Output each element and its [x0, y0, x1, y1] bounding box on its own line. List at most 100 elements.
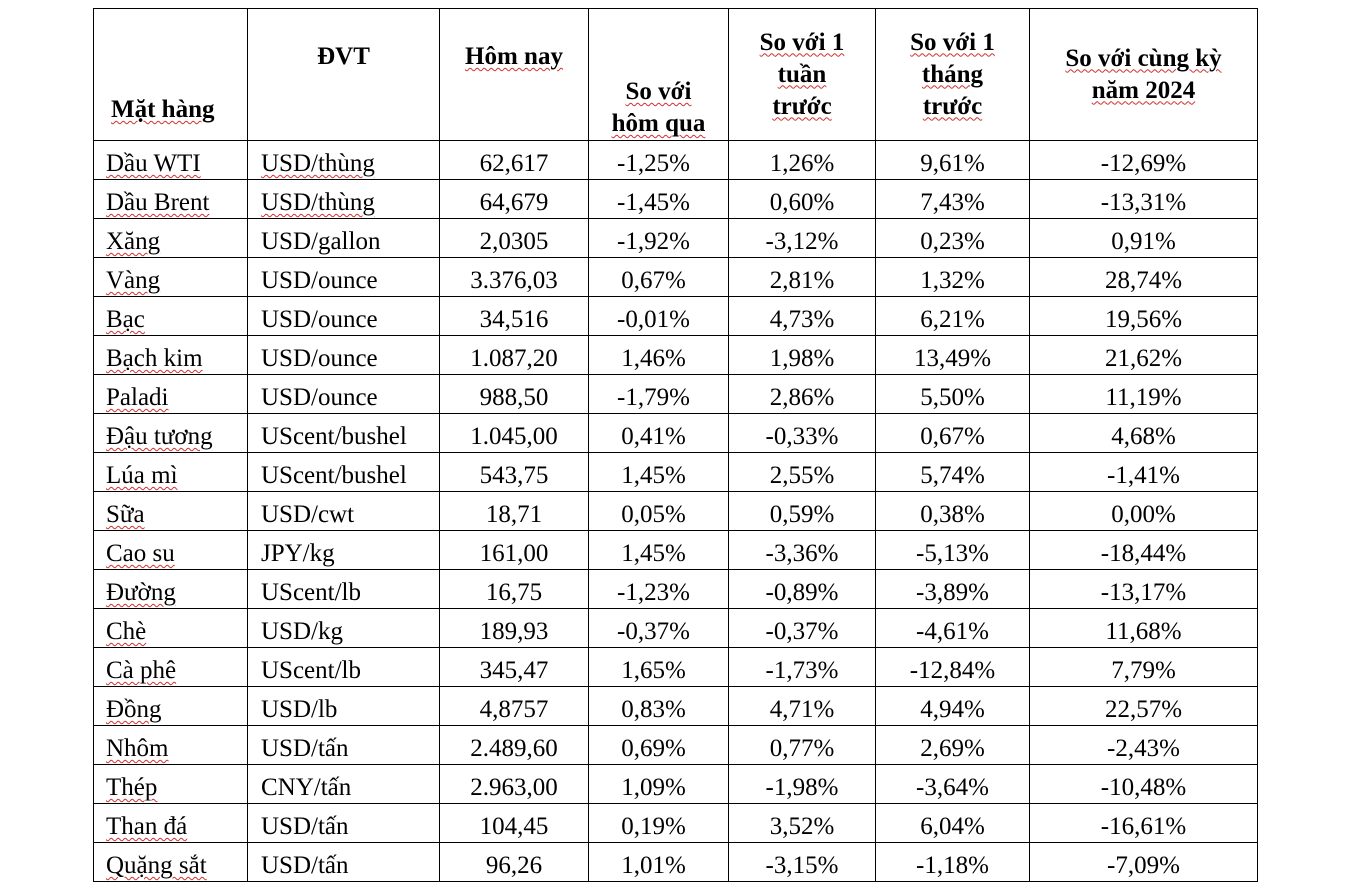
cell-vs-yesterday: -1,45% [588, 179, 729, 219]
cell-vs-yesterday: 1,09% [588, 764, 729, 804]
cell-vs-month: 0,23% [875, 218, 1030, 258]
cell-vs-year-text: -2,43% [1107, 735, 1180, 762]
cell-vs-week-text: -3,36% [765, 540, 839, 567]
cell-vs-year-text: 19,56% [1104, 306, 1183, 333]
cell-vs-year-text: -13,17% [1100, 579, 1187, 606]
cell-item: Nhôm [93, 725, 248, 765]
cell-vs-year-text: 0,91% [1111, 228, 1176, 255]
cell-vs-year: 0,00% [1029, 491, 1258, 531]
cell-item: Paladi [93, 374, 248, 414]
table-row: Bạch kim USD/ounce 1.087,20 1,46% 1,98% 13,49… [93, 335, 1258, 375]
cell-vs-yesterday-text: 1,01% [621, 852, 686, 879]
cell-vs-month-text: -3,64% [916, 774, 989, 801]
table-row: Đường UScent/lb 16,75 -1,23% -0,89% -3,89% -13… [93, 569, 1258, 609]
cell-vs-month-text: -1,18% [916, 852, 989, 879]
cell-vs-year: 7,79% [1029, 647, 1258, 687]
cell-vs-year-text: 0,00% [1111, 501, 1176, 528]
cell-today: 34,516 [439, 296, 589, 336]
cell-vs-week-text: 1,98% [769, 345, 835, 372]
cell-vs-yesterday-text: -0,37% [617, 618, 690, 645]
cell-unit: USD/ounce [247, 257, 440, 297]
cell-vs-week: 4,73% [728, 296, 876, 336]
cell-item-text: Thép [106, 774, 158, 801]
table-row: Vàng USD/ounce 3.376,03 0,67% 2,81% 1,32% 28,7… [93, 257, 1258, 297]
table-row: Dầu Brent USD/thùng 64,679 -1,45% 0,60% 7,43%… [93, 179, 1258, 219]
cell-unit-text: USD/gallon [261, 228, 381, 255]
cell-item-text: Bạch kim [106, 345, 203, 372]
cell-item: Đồng [93, 686, 248, 726]
cell-unit-text: CNY/tấn [261, 774, 352, 801]
cell-unit: USD/ounce [247, 374, 440, 414]
cell-vs-yesterday: 0,83% [588, 686, 729, 726]
cell-vs-week-text: 2,81% [769, 267, 835, 294]
cell-item-text: Đậu tương [106, 423, 213, 450]
cell-vs-month: -3,64% [875, 764, 1030, 804]
cell-vs-month-text: 13,49% [913, 345, 992, 372]
cell-vs-year: -1,41% [1029, 452, 1258, 492]
cell-today-text: 4,8757 [479, 696, 549, 723]
cell-unit-text: USD/kg [261, 618, 343, 645]
cell-item-text: Đường [106, 579, 176, 606]
cell-unit: USD/ounce [247, 335, 440, 375]
cell-unit-text: USD/ounce [261, 384, 378, 411]
cell-vs-yesterday: 0,41% [588, 413, 729, 453]
cell-vs-year: -10,48% [1029, 764, 1258, 804]
cell-today: 64,679 [439, 179, 589, 219]
cell-vs-month: -4,61% [875, 608, 1030, 648]
cell-item-text: Dầu Brent [106, 189, 210, 216]
cell-unit: UScent/bushel [247, 413, 440, 453]
cell-vs-year-text: 11,68% [1105, 618, 1182, 645]
cell-vs-year-text: 21,62% [1104, 345, 1183, 372]
cell-unit-text: JPY/kg [261, 540, 335, 567]
cell-vs-month: 0,38% [875, 491, 1030, 531]
cell-item: Dầu Brent [93, 179, 248, 219]
table-row: Quặng sắt USD/tấn 96,26 1,01% -3,15% -1,18% -7… [93, 842, 1258, 882]
cell-unit-text: USD/ounce [261, 345, 378, 372]
cell-today-text: 189,93 [479, 618, 549, 645]
cell-vs-week-text: -0,37% [765, 618, 839, 645]
table-body: Dầu WTI USD/thùng 62,617 -1,25% 1,26% 9,61% -1… [93, 140, 1258, 882]
cell-vs-year-text: -10,48% [1100, 774, 1187, 801]
cell-vs-month-text: 6,04% [920, 813, 985, 840]
table-row: Đồng USD/lb 4,8757 0,83% 4,71% 4,94% 22,57% [93, 686, 1258, 726]
cell-vs-yesterday: 1,46% [588, 335, 729, 375]
cell-vs-yesterday: -0,37% [588, 608, 729, 648]
cell-item: Lúa mì [93, 452, 248, 492]
cell-today: 161,00 [439, 530, 589, 570]
cell-vs-yesterday-text: -1,92% [617, 228, 690, 255]
cell-vs-year-text: 22,57% [1104, 696, 1183, 723]
cell-vs-week: 1,26% [728, 140, 876, 180]
cell-today: 104,45 [439, 803, 589, 843]
cell-vs-month-text: 2,69% [920, 735, 985, 762]
cell-vs-month-text: 9,61% [920, 150, 985, 177]
cell-vs-yesterday-text: 1,65% [621, 657, 686, 684]
cell-vs-year-text: 7,79% [1111, 657, 1176, 684]
cell-vs-week: 2,86% [728, 374, 876, 414]
cell-vs-week-text: -0,89% [765, 579, 839, 606]
cell-unit: USD/tấn [247, 803, 440, 843]
cell-vs-month: 6,21% [875, 296, 1030, 336]
cell-vs-week-text: 1,26% [769, 150, 835, 177]
header-vs-month: So với 1 tháng trước [875, 8, 1030, 141]
commodity-price-table-container: Mặt hàng ĐVT Hôm nay So với hôm qua So vớ… [93, 8, 1258, 882]
cell-vs-yesterday-text: -1,23% [617, 579, 690, 606]
cell-vs-year: -18,44% [1029, 530, 1258, 570]
cell-item: Quặng sắt [93, 842, 248, 882]
cell-vs-month-text: -5,13% [916, 540, 989, 567]
cell-item-text: Cao su [106, 540, 175, 567]
cell-vs-month: 9,61% [875, 140, 1030, 180]
cell-vs-week-text: 2,86% [769, 384, 835, 411]
cell-vs-month-text: 7,43% [920, 189, 985, 216]
cell-vs-yesterday-text: 0,19% [621, 813, 686, 840]
cell-today-text: 345,47 [479, 657, 549, 684]
cell-vs-year-text: -1,41% [1107, 462, 1180, 489]
cell-item-text: Vàng [106, 267, 161, 294]
cell-vs-week: -0,37% [728, 608, 876, 648]
cell-vs-month: -5,13% [875, 530, 1030, 570]
cell-vs-yesterday: 1,65% [588, 647, 729, 687]
cell-item: Đậu tương [93, 413, 248, 453]
cell-today: 988,50 [439, 374, 589, 414]
header-today: Hôm nay [439, 8, 589, 141]
cell-today: 2,0305 [439, 218, 589, 258]
cell-vs-month: 0,67% [875, 413, 1030, 453]
